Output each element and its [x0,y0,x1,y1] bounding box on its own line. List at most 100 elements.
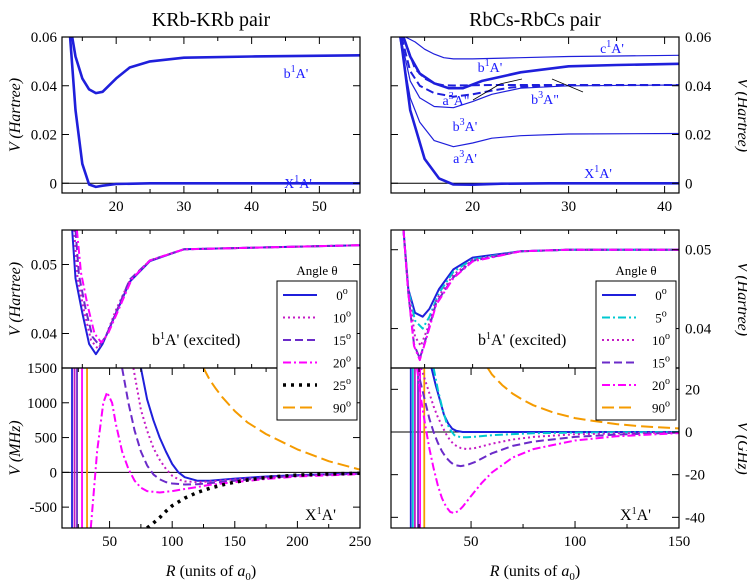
y-tick-label: 1500 [27,361,57,377]
annotation-label: b1A' [478,58,503,76]
plot-frame [390,367,680,529]
panel-label: X1A' [620,506,651,524]
xlabel-left: R (units of a0) [165,563,256,583]
x-tick-label: 50 [102,534,117,550]
x-tick-label: 40 [657,199,672,215]
panel-label: X1A' [305,506,336,524]
y-tick-label: 0.04 [685,79,712,95]
y-tick-label: 1000 [27,396,57,412]
legend-entry: 0o [655,286,667,303]
x-tick-label: 100 [161,534,184,550]
panel-mid-right: 0.04 0.05 b1A' (excited) [390,229,712,369]
series-line-1 [73,230,360,350]
y-tick-label: 0.04 [31,79,58,95]
series-line-3 [416,368,679,468]
legend-entry: 25o [333,376,351,393]
series-line-4 [400,37,679,109]
series-line-0 [405,37,679,60]
series-line-4 [146,471,360,528]
legend-entry: 15o [333,331,351,348]
panel-bot-right: 50 100 150 -40 -20 0 20 X1A' Angle θ 0o 5o 10o 15o 20… [390,263,705,550]
leader-line [499,78,523,85]
x-tick-label: 20 [465,199,480,215]
legend-entry: 20o [652,376,670,393]
legend-entry: 20o [333,354,351,371]
plot-frame [390,36,680,194]
annotation-label: a3A' [453,149,477,167]
series-line-1 [402,230,679,330]
x-tick-label: 250 [349,534,372,550]
annotation-label: b3A" [531,90,559,108]
legend-entry: 5o [655,309,667,326]
series-line-5 [486,368,679,430]
y-tick-label: 0.06 [685,30,712,46]
x-tick-label: 20 [109,199,124,215]
y-tick-label: 0 [50,176,58,192]
x-tick-label: 30 [561,199,576,215]
x-tick-label: 200 [286,534,309,550]
y-tick-label: 0 [685,425,693,441]
x-tick-label: 30 [176,199,191,215]
ylabel-top-left: V (Hartree) [7,78,24,152]
y-tick-label: 0.06 [31,30,58,46]
series-line-0 [70,37,360,95]
series-line-5 [202,368,360,471]
ylabel-bot-right: V (GHz) [734,421,747,474]
series-line-1 [68,37,360,189]
series-line-2 [402,37,679,87]
ylabel-mid-left: V (Hartree) [7,262,24,336]
y-tick-label: 0 [685,176,693,192]
y-tick-label: 0.04 [685,322,712,338]
legend: Angle θ 0o 5o 10o 15o 20o 90o [595,263,677,421]
legend-entry: 15o [652,354,670,371]
annotation-label: X1A' [284,174,312,192]
plot-frame [61,367,361,529]
series-line-2 [121,368,360,486]
legend-box [276,280,358,421]
series-line-6 [399,37,679,186]
annotation-label: X1A' [584,164,612,182]
series-line-4 [402,230,679,362]
panel-top-right: 20 30 40 0 0.02 0.04 0.06 c1A' b1A' a3A" b3A" b3A' a… [390,30,712,215]
series-line-2 [420,368,679,451]
x-tick-label: 150 [668,534,691,550]
y-tick-label: 500 [35,431,58,447]
legend: Angle θ 0o 10o 15o 20o 25o 90o [276,263,358,421]
y-tick-label: -500 [30,500,58,516]
series-line-1 [402,37,679,90]
y-tick-label: 0 [50,465,58,481]
title-right: RbCs-RbCs pair [469,9,601,31]
annotation-label: c1A' [600,39,624,57]
ylabel-bot-left: V (MHz) [7,420,24,475]
leader-line [551,78,584,93]
xlabel-right: R (units of a0) [489,563,580,583]
x-tick-label: 50 [312,199,327,215]
leader-line [472,83,501,101]
x-tick-label: 100 [564,534,587,550]
title-left: KRb-KRb pair [152,9,271,31]
plot-frame [61,36,361,194]
legend-title: Angle θ [615,263,656,278]
x-tick-label: 40 [244,199,259,215]
annotation-label: a3A" [442,91,469,109]
y-tick-label: -20 [685,468,705,484]
y-tick-label: 0.04 [31,327,58,343]
panel-bot-left: 50 100 150 200 250 -500 0 500 1000 1500 X1A' Angle … [27,263,371,550]
ylabel-mid-right: V (Hartree) [734,262,747,336]
y-tick-label: 20 [685,382,700,398]
legend-entry: 0o [336,286,348,303]
y-tick-label: 0.02 [685,128,711,144]
panel-label: b1A' (excited) [478,331,566,349]
legend-entry: 10o [333,309,351,326]
annotation-label: b1A' [284,64,309,82]
series-line-1 [432,368,679,439]
y-tick-label: -40 [685,510,705,526]
legend-entry: 90o [652,399,670,416]
y-tick-label: 0.02 [31,128,57,144]
panel-label: b1A' (excited) [152,331,240,349]
ylabel-top-right: V (Hartree) [734,78,747,152]
series-line-5 [399,37,679,148]
series-line-4 [416,368,679,515]
legend-title: Angle θ [296,263,337,278]
